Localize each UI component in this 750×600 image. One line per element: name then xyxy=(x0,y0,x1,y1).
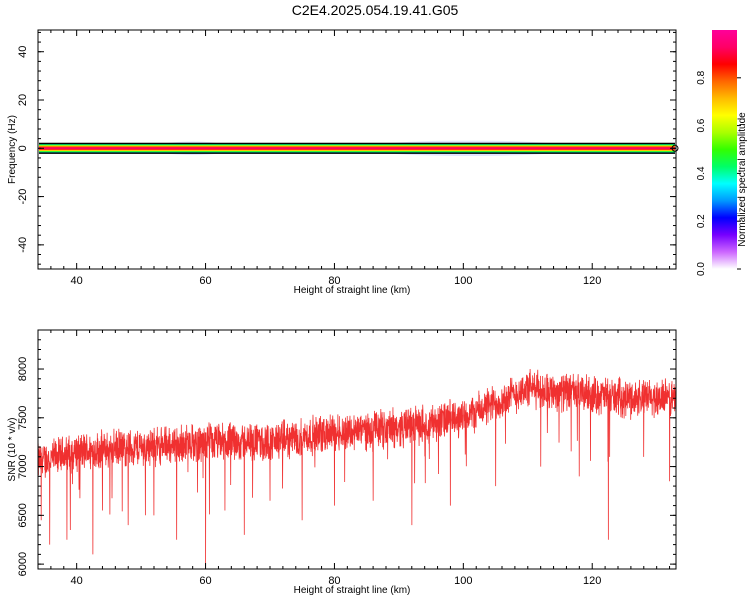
x-tick-label: 40 xyxy=(71,575,83,587)
y-tick-label: 7000 xyxy=(17,454,29,478)
colorbar-tick-label: 0.6 xyxy=(696,118,707,132)
y-tick-label: 0 xyxy=(17,145,29,151)
plot-2-axes: 40 60 80 100 120 6000 6500 7000 7500 8000 Height o… xyxy=(7,329,677,596)
colorbar-tick-label: 0.8 xyxy=(696,70,707,84)
snr-series-line xyxy=(38,368,676,569)
x-tick-label: 40 xyxy=(71,275,83,287)
colorbar-tick-label: 0.2 xyxy=(696,214,707,228)
y-axis-label: SNR (10 * v/v) xyxy=(7,418,18,482)
colorbar: 0.0 0.2 0.4 0.6 0.8 Normalized spectral ampli… xyxy=(696,30,748,276)
plot-2-frame xyxy=(37,329,677,570)
y-tick-label: 20 xyxy=(17,94,29,106)
heatmap-band xyxy=(39,140,679,157)
x-tick-label: 100 xyxy=(454,275,472,287)
colorbar-tick-label: 0.4 xyxy=(696,166,707,180)
x-tick-label: 120 xyxy=(583,275,601,287)
y-tick-label: 6000 xyxy=(17,552,29,576)
x-axis-label: Height of straight line (km) xyxy=(294,285,411,296)
x-tick-label: 100 xyxy=(454,575,472,587)
y-tick-label: -40 xyxy=(17,237,29,253)
colorbar-label: Normalized spectral amplitude xyxy=(737,112,748,247)
spectral-band-layer xyxy=(39,147,675,150)
y-axis-label: Frequency (Hz) xyxy=(7,115,18,184)
colorbar-tick-label: 0.0 xyxy=(696,262,707,276)
y-tick-label: 40 xyxy=(17,46,29,58)
plot-1-axes: 40 60 80 100 120 -40 -20 0 20 40 Height of straigh… xyxy=(7,29,677,296)
y-tick-label: 8000 xyxy=(17,357,29,381)
x-tick-label: 80 xyxy=(328,575,340,587)
y-tick-label: 6500 xyxy=(17,503,29,527)
y-tick-label: -20 xyxy=(17,189,29,205)
x-tick-label: 60 xyxy=(199,575,211,587)
x-axis-label: Height of straight line (km) xyxy=(294,585,411,596)
colorbar-gradient xyxy=(712,30,737,269)
x-tick-label: 80 xyxy=(328,275,340,287)
x-tick-label: 60 xyxy=(199,275,211,287)
y-tick-label: 7500 xyxy=(17,406,29,430)
page-title: C2E4.2025.054.19.41.G05 xyxy=(291,2,459,18)
plot-1-frame xyxy=(37,29,677,270)
x-tick-label: 120 xyxy=(583,575,601,587)
